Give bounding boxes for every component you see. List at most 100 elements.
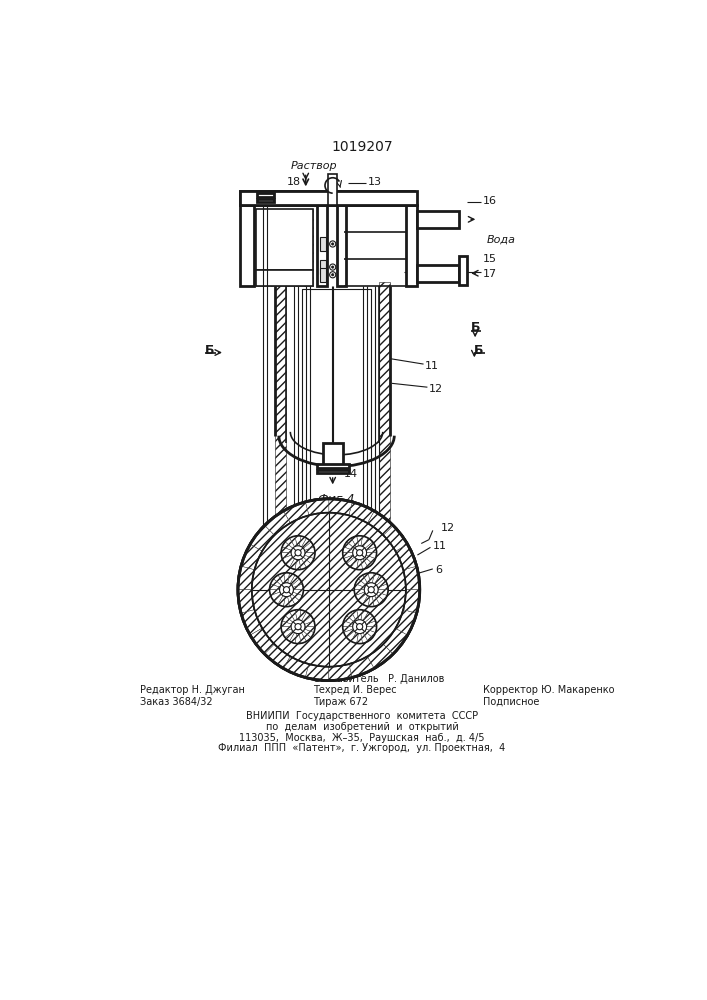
Wedge shape	[373, 573, 380, 584]
Wedge shape	[271, 592, 281, 601]
Wedge shape	[351, 536, 358, 547]
Wedge shape	[365, 616, 375, 624]
Bar	[240, 205, 254, 286]
Circle shape	[269, 573, 303, 607]
Wedge shape	[366, 621, 377, 627]
Wedge shape	[303, 555, 314, 564]
Wedge shape	[346, 557, 356, 567]
Bar	[328, 174, 337, 205]
Bar	[240, 191, 340, 205]
Bar	[337, 205, 346, 286]
Text: Тираж 672: Тираж 672	[313, 697, 368, 707]
Wedge shape	[284, 502, 309, 523]
Wedge shape	[264, 511, 291, 535]
Wedge shape	[378, 590, 388, 595]
Wedge shape	[361, 559, 368, 569]
Bar	[416, 265, 459, 282]
Circle shape	[354, 573, 388, 607]
Wedge shape	[363, 538, 373, 548]
Wedge shape	[329, 499, 352, 515]
Bar	[302, 289, 371, 590]
Wedge shape	[290, 536, 297, 547]
Text: 12: 12	[440, 523, 455, 533]
Circle shape	[343, 610, 377, 644]
Wedge shape	[238, 566, 255, 590]
Wedge shape	[343, 553, 353, 559]
Bar	[406, 205, 416, 286]
Circle shape	[343, 536, 377, 570]
Circle shape	[353, 546, 366, 560]
Text: Филиал  ППП  «Патент»,  г. Ужгород,  ул. Проектная,  4: Филиал ППП «Патент», г. Ужгород, ул. Про…	[218, 743, 506, 753]
Text: Редактор Н. Джуган: Редактор Н. Джуган	[140, 685, 245, 695]
Circle shape	[329, 272, 336, 278]
Wedge shape	[305, 553, 315, 559]
Wedge shape	[358, 594, 368, 604]
Wedge shape	[346, 538, 356, 548]
Wedge shape	[285, 612, 295, 622]
Wedge shape	[365, 555, 375, 564]
Wedge shape	[282, 542, 293, 550]
Bar	[240, 205, 254, 286]
Wedge shape	[361, 610, 368, 621]
Wedge shape	[377, 592, 387, 601]
Wedge shape	[351, 559, 358, 569]
Bar	[256, 209, 313, 270]
Text: 113035,  Москва,  Ж–35,  Раушская  наб.,  д. 4/5: 113035, Москва, Ж–35, Раушская наб., д. …	[239, 733, 485, 743]
Bar	[256, 270, 313, 286]
Wedge shape	[282, 616, 293, 624]
Wedge shape	[383, 525, 407, 551]
Wedge shape	[377, 579, 387, 587]
Wedge shape	[288, 573, 295, 584]
Wedge shape	[295, 633, 301, 644]
Wedge shape	[363, 631, 373, 641]
Wedge shape	[368, 644, 393, 668]
Bar	[459, 256, 467, 285]
Wedge shape	[343, 547, 353, 553]
Circle shape	[252, 513, 406, 667]
Wedge shape	[373, 596, 380, 606]
Text: Б: Б	[205, 344, 214, 358]
Circle shape	[332, 274, 334, 276]
Bar	[416, 265, 423, 282]
Wedge shape	[403, 590, 420, 613]
Bar	[379, 282, 390, 586]
Wedge shape	[366, 627, 377, 632]
Wedge shape	[356, 592, 366, 601]
Bar	[240, 191, 416, 205]
Text: 6: 6	[435, 565, 442, 575]
Wedge shape	[299, 559, 307, 569]
Bar	[337, 191, 414, 205]
Wedge shape	[281, 621, 291, 627]
Wedge shape	[241, 544, 262, 570]
Wedge shape	[346, 612, 356, 622]
Bar	[320, 237, 326, 251]
Circle shape	[279, 583, 293, 597]
Circle shape	[332, 243, 334, 245]
Bar	[275, 282, 286, 586]
Bar	[256, 270, 313, 286]
Bar	[257, 199, 274, 202]
Text: 17: 17	[483, 269, 497, 279]
Wedge shape	[361, 536, 368, 547]
Bar	[337, 205, 346, 286]
Wedge shape	[282, 629, 293, 638]
Wedge shape	[250, 525, 274, 551]
Circle shape	[332, 266, 334, 268]
Wedge shape	[301, 612, 311, 622]
Wedge shape	[375, 594, 384, 604]
Wedge shape	[375, 575, 384, 585]
Wedge shape	[361, 633, 368, 643]
Circle shape	[368, 587, 374, 593]
Bar	[317, 464, 349, 468]
Wedge shape	[293, 590, 303, 595]
Circle shape	[356, 550, 363, 556]
Wedge shape	[356, 579, 366, 587]
Wedge shape	[378, 584, 388, 590]
Wedge shape	[299, 610, 307, 621]
Text: 11: 11	[425, 361, 439, 371]
Wedge shape	[281, 547, 291, 553]
Bar	[452, 211, 459, 228]
Text: Техред И. Верес: Техред И. Верес	[313, 685, 397, 695]
Wedge shape	[365, 542, 375, 550]
Bar	[320, 260, 326, 274]
